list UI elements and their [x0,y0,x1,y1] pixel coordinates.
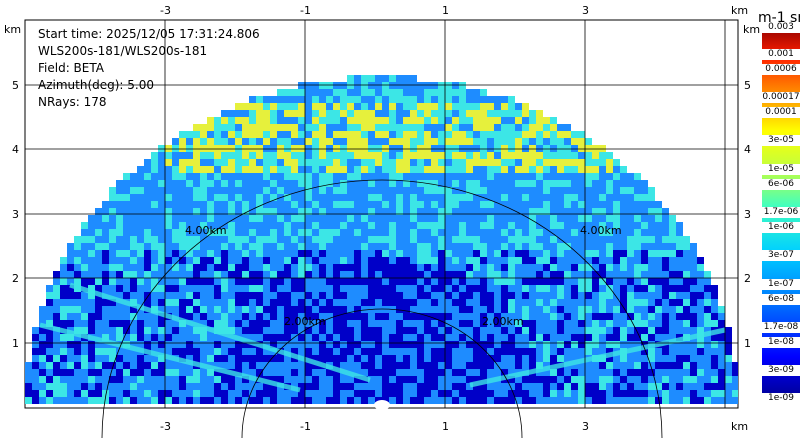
colorbar-label: 0.0001 [762,107,800,118]
x-tick-top-1: 1 [442,4,449,17]
range-rings [101,179,663,438]
ring-label-outer-left: 4.00km [185,224,227,237]
ring-2km [241,308,523,438]
x-tick-bottom-neg1: -1 [300,420,311,433]
colorbar-label: 1e-09 [762,393,800,404]
colorbar-label: 3e-05 [762,135,800,146]
ring-label-inner-right: 2.00km [482,315,524,328]
ring-4km [101,179,663,438]
colorbar-label: 0.0006 [762,64,800,75]
y-tick-left-4: 4 [12,143,19,156]
colorbar-label: 0.001 [762,49,800,60]
colorbar-label: 1e-08 [762,337,800,348]
colorbar-label: 1e-05 [762,164,800,175]
grid [25,20,738,408]
x-tick-top-neg1: -1 [300,4,311,17]
y-tick-left-2: 2 [12,272,19,285]
y-tick-left-5: 5 [12,79,19,92]
x-tick-top-3: 3 [582,4,589,17]
field-name: Field: BETA [38,61,104,75]
lidar-origin-icon [374,400,390,410]
y-tick-right-2: 2 [744,272,751,285]
x-tick-bottom-neg3: -3 [160,420,171,433]
y-tick-right-5: 5 [744,79,751,92]
start-time: Start time: 2025/12/05 17:31:24.806 [38,27,260,41]
colorbar-label: 6e-06 [762,179,800,190]
device-name: WLS200s-181/WLS200s-181 [38,44,208,58]
y-tick-left-3: 3 [12,208,19,221]
scan-info: Start time: 2025/12/05 17:31:24.806 WLS2… [38,26,260,111]
x-unit-bottom: km [731,420,748,433]
ring-label-outer-right: 4.00km [580,224,622,237]
y-tick-right-1: 1 [744,337,751,350]
colorbar-label: 3e-07 [762,250,800,261]
colorbar-label: 3e-09 [762,365,800,376]
x-unit-top: km [731,4,748,17]
colorbar-label-top: 0.003 [762,22,800,33]
x-tick-top-neg3: -3 [160,4,171,17]
colorbar-label: 0.00017 [762,92,800,103]
y-tick-right-3: 3 [744,208,751,221]
x-tick-bottom-3: 3 [582,420,589,433]
y-unit-right: km [743,23,760,36]
y-unit-left: km [4,23,21,36]
y-tick-right-4: 4 [744,143,751,156]
ring-label-inner-left: 2.00km [284,315,326,328]
colorbar-label: 1e-06 [762,222,800,233]
colorbar-label: 1.7e-08 [762,322,800,333]
beta-sector [25,75,738,404]
nrays: NRays: 178 [38,95,107,109]
x-tick-bottom-1: 1 [442,420,449,433]
azimuth: Azimuth(deg): 5.00 [38,78,155,92]
colorbar-label: 6e-08 [762,294,800,305]
colorbar-label: 1.7e-06 [762,207,800,218]
y-tick-left-1: 1 [12,337,19,350]
colorbar-label: 1e-07 [762,279,800,290]
